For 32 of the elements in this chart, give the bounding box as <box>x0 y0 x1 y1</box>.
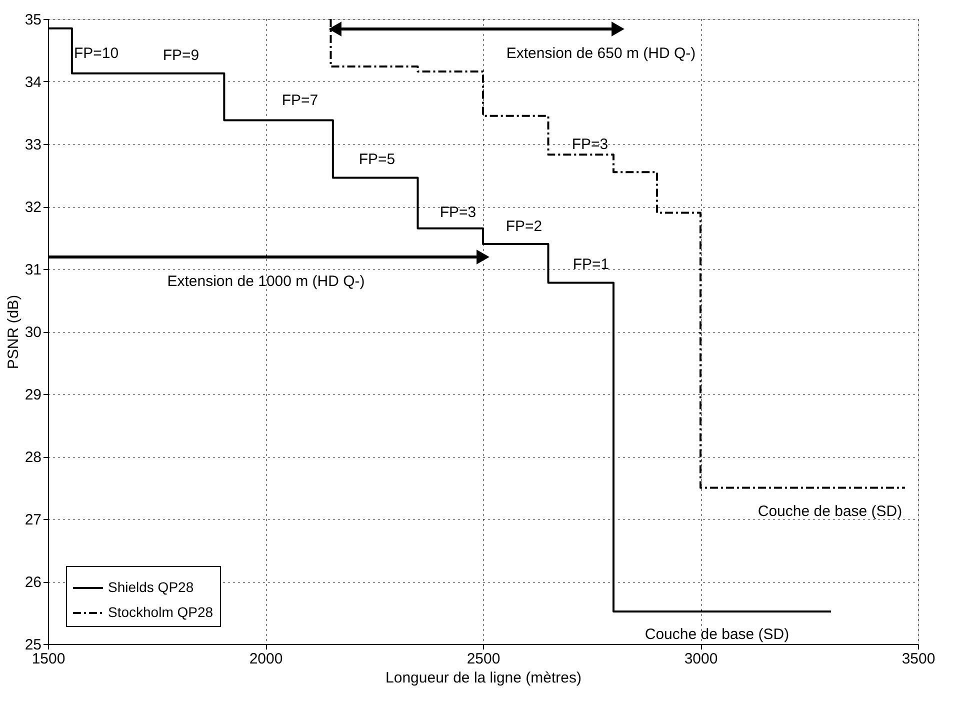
x-tick-label: 1500 <box>32 650 66 668</box>
annotation: FP=2 <box>506 218 542 235</box>
y-tick-label: 28 <box>24 449 42 466</box>
annotation: FP=1 <box>572 256 610 273</box>
y-tick-label: 25 <box>24 636 42 654</box>
y-axis-title: PSNR (dB) <box>4 294 22 370</box>
y-tick-label: 32 <box>24 199 42 216</box>
y-tick-label: 27 <box>24 512 42 528</box>
annotation: Couche de base (SD) <box>758 503 902 520</box>
annotation: Couche de base (SD) <box>644 626 790 643</box>
y-tick-label: 35 <box>24 12 42 28</box>
annotation: FP=5 <box>358 151 396 168</box>
y-tick-label: 31 <box>24 262 42 278</box>
annotation: FP=7 <box>282 92 318 109</box>
y-tick-label: 26 <box>24 574 42 591</box>
y-tick-label: 33 <box>24 136 42 154</box>
annotation: Extension de 1000 m (HD Q-) <box>167 273 365 290</box>
annotation: FP=3 <box>440 204 476 221</box>
y-tick-label: 30 <box>24 324 42 341</box>
annotation: FP=9 <box>162 47 200 64</box>
y-tick-label: 29 <box>24 386 42 404</box>
annotation: FP=3 <box>572 136 608 153</box>
x-tick-label: 3500 <box>902 650 936 668</box>
x-axis-title: Longueur de la ligne (mètres) <box>386 670 582 686</box>
annotation: FP=10 <box>74 45 119 62</box>
x-tick-label: 2500 <box>466 650 500 668</box>
x-tick-label: 3000 <box>684 650 718 668</box>
legend-label: Shields QP28 <box>108 579 194 595</box>
x-tick-label: 2000 <box>249 650 283 668</box>
y-tick-label: 34 <box>24 74 42 91</box>
legend-label: Stockholm QP28 <box>108 604 214 620</box>
annotation: Extension de 650 m (HD Q-) <box>506 45 696 62</box>
